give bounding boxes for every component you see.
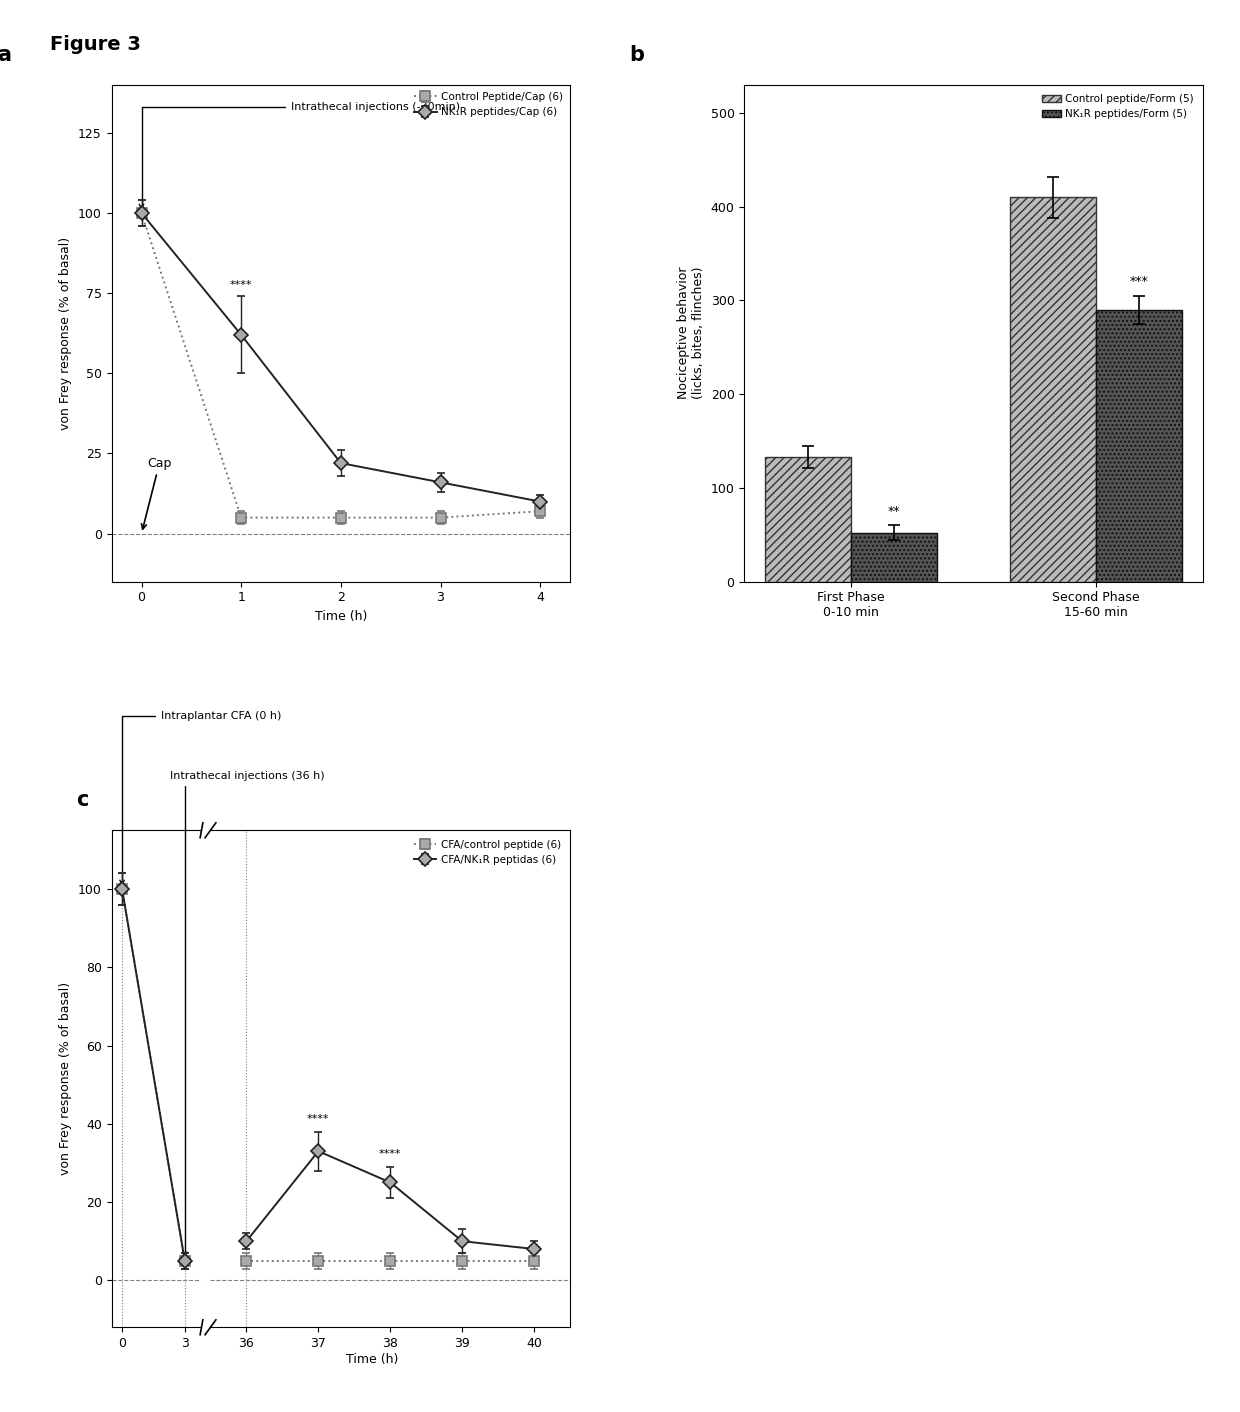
Text: ***: *** — [1130, 275, 1148, 288]
Bar — [765, 457, 851, 582]
Text: Cap: Cap — [141, 456, 171, 530]
Y-axis label: von Frey response (% of basal): von Frey response (% of basal) — [60, 237, 72, 429]
Y-axis label: von Frey response (% of basal): von Frey response (% of basal) — [60, 983, 72, 1175]
Legend: Control Peptide/Cap (6), NK₁R peptides/Cap (6): Control Peptide/Cap (6), NK₁R peptides/C… — [412, 90, 565, 119]
Text: Figure 3: Figure 3 — [50, 35, 140, 54]
Bar — [1096, 309, 1182, 582]
Text: Intrathecal injections (36 h): Intrathecal injections (36 h) — [170, 771, 325, 1257]
X-axis label: Time (h): Time (h) — [315, 610, 367, 623]
Text: ****: **** — [379, 1149, 402, 1159]
Text: Intraplantar CFA (0 h): Intraplantar CFA (0 h) — [120, 710, 281, 885]
Legend: CFA/control peptide (6), CFA/NK₁R peptidas (6): CFA/control peptide (6), CFA/NK₁R peptid… — [409, 836, 565, 868]
Text: c: c — [76, 791, 88, 810]
Text: ****: **** — [308, 1114, 330, 1124]
Text: Time (h): Time (h) — [346, 1353, 398, 1365]
Text: **: ** — [888, 505, 900, 518]
Text: b: b — [630, 45, 645, 65]
Text: Intrathecal injections (-30min): Intrathecal injections (-30min) — [139, 102, 460, 209]
Bar — [1011, 198, 1096, 582]
Y-axis label: Nociceptive behavior
(licks, bites, flinches): Nociceptive behavior (licks, bites, flin… — [677, 267, 706, 400]
Text: ****: **** — [229, 280, 253, 289]
Legend: Control peptide/Form (5), NK₁R peptides/Form (5): Control peptide/Form (5), NK₁R peptides/… — [1038, 90, 1198, 123]
Bar — [851, 532, 936, 582]
Text: a: a — [0, 45, 11, 65]
